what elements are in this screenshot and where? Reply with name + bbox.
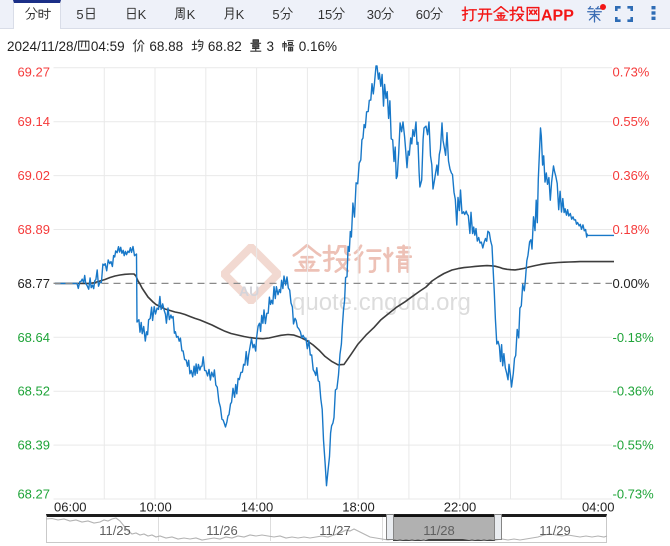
svg-text:68.27: 68.27 <box>17 487 50 502</box>
svg-text:06:00: 06:00 <box>54 500 87 515</box>
svg-text:18:00: 18:00 <box>342 500 375 515</box>
svg-text:-0.73%: -0.73% <box>613 487 655 502</box>
svg-text:-0.55%: -0.55% <box>613 438 655 453</box>
svg-text:10:00: 10:00 <box>139 500 172 515</box>
svg-text:68.39: 68.39 <box>17 438 50 453</box>
svg-text:69.02: 69.02 <box>17 168 50 183</box>
svg-text:04:00: 04:00 <box>582 500 615 515</box>
svg-text:0.36%: 0.36% <box>613 168 650 183</box>
svg-text:-0.36%: -0.36% <box>613 384 655 399</box>
svg-text:-0.18%: -0.18% <box>613 330 655 345</box>
svg-text:69.14: 69.14 <box>17 114 50 129</box>
svg-text:0.00%: 0.00% <box>613 276 650 291</box>
svg-text:0.55%: 0.55% <box>613 114 650 129</box>
svg-text:68.89: 68.89 <box>17 222 50 237</box>
svg-text:68.52: 68.52 <box>17 384 50 399</box>
svg-text:68.77: 68.77 <box>17 276 50 291</box>
svg-text:68.64: 68.64 <box>17 330 50 345</box>
svg-text:22:00: 22:00 <box>444 500 477 515</box>
svg-text:14:00: 14:00 <box>241 500 274 515</box>
svg-text:0.18%: 0.18% <box>613 222 650 237</box>
svg-text:0.73%: 0.73% <box>613 65 650 80</box>
svg-text:69.27: 69.27 <box>17 65 50 80</box>
